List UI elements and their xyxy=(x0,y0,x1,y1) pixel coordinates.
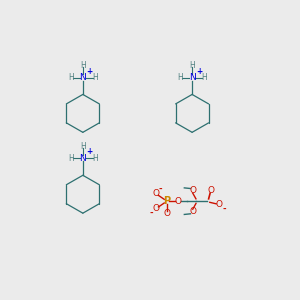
Text: O: O xyxy=(152,204,159,213)
Text: H: H xyxy=(177,73,183,82)
Text: P: P xyxy=(163,196,170,206)
Text: H: H xyxy=(92,154,98,163)
Text: H: H xyxy=(80,61,86,70)
Text: -: - xyxy=(222,205,226,214)
Text: +: + xyxy=(87,148,93,157)
Text: O: O xyxy=(152,189,159,198)
Text: O: O xyxy=(163,209,170,218)
Text: H: H xyxy=(189,61,195,70)
Text: N: N xyxy=(80,154,86,163)
Text: O: O xyxy=(189,186,196,195)
Text: H: H xyxy=(68,154,74,163)
Text: H: H xyxy=(92,73,98,82)
Text: O: O xyxy=(208,186,215,195)
Text: O: O xyxy=(175,197,182,206)
Text: O: O xyxy=(215,200,223,209)
Text: H: H xyxy=(80,142,86,151)
Text: +: + xyxy=(87,67,93,76)
Text: N: N xyxy=(189,73,196,82)
Text: -: - xyxy=(158,185,162,194)
Text: -: - xyxy=(149,208,153,217)
Text: H: H xyxy=(201,73,207,82)
Text: +: + xyxy=(196,67,202,76)
Text: N: N xyxy=(80,73,86,82)
Text: O: O xyxy=(189,208,196,217)
Text: H: H xyxy=(68,73,74,82)
